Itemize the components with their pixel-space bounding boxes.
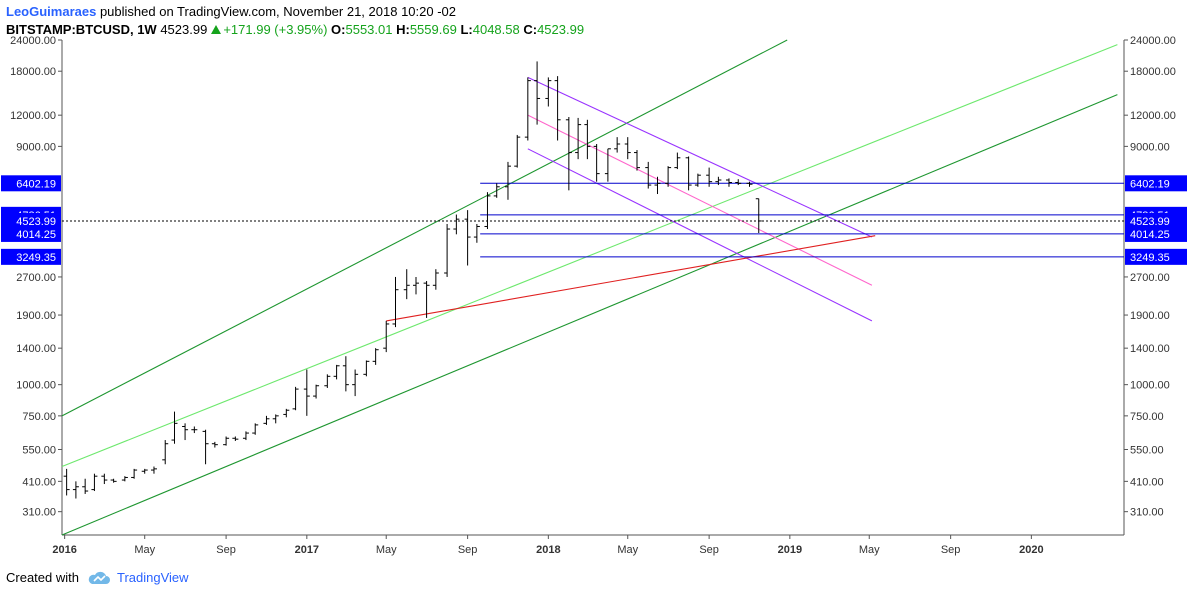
price-label-left-bg <box>1 175 61 192</box>
high-label: H: <box>396 22 410 37</box>
x-tick-label: 2018 <box>536 544 560 556</box>
x-tick-label: May <box>134 544 155 556</box>
x-tick-label: Sep <box>699 544 719 556</box>
x-tick-label: Sep <box>216 544 236 556</box>
y-tick-label-right: 1900.00 <box>1130 310 1170 322</box>
x-tick-label: 2020 <box>1019 544 1043 556</box>
symbol-name: BITSTAMP:BTCUSD, 1W <box>6 22 157 37</box>
trend-line-channel-middle <box>61 44 1118 468</box>
price-label-right-bg <box>1125 175 1187 192</box>
close-label: C: <box>523 22 538 37</box>
last-price: 4523.99 <box>160 22 208 37</box>
y-tick-label-left: 12000.00 <box>10 110 56 122</box>
close-value: 4523.99 <box>537 22 585 37</box>
x-tick-label: 2016 <box>52 544 76 556</box>
price-label-left: 3249.35 <box>16 252 56 264</box>
y-tick-label-left: 310.00 <box>22 507 56 519</box>
y-tick-label-right: 9000.00 <box>1130 141 1170 153</box>
price-label-right-bg <box>1125 225 1187 242</box>
y-tick-label-left: 750.00 <box>22 411 56 423</box>
price-label-left-bg <box>1 225 61 242</box>
y-tick-label-right: 2700.00 <box>1130 272 1170 284</box>
up-triangle-icon <box>211 25 222 34</box>
publish-line: LeoGuimaraes published on TradingView.co… <box>6 4 456 19</box>
y-tick-label-left: 550.00 <box>22 444 56 456</box>
x-tick-label: Sep <box>458 544 478 556</box>
open-value: 5553.01 <box>345 22 393 37</box>
low-label: L: <box>460 22 473 37</box>
price-label-right: 4014.25 <box>1130 229 1170 241</box>
x-tick-label: May <box>859 544 880 556</box>
y-tick-label-left: 1400.00 <box>16 343 56 355</box>
price-label-right: 6402.19 <box>1130 178 1170 190</box>
trend-line-purple-upper <box>527 76 873 238</box>
price-label-left: 4014.25 <box>16 229 56 241</box>
price-label-right-bg <box>1125 212 1187 229</box>
x-tick-label: 2019 <box>778 544 802 556</box>
x-tick-label: 2017 <box>295 544 319 556</box>
x-tick-label: Sep <box>941 544 961 556</box>
y-tick-label-right: 310.00 <box>1130 507 1164 519</box>
x-tick-label: May <box>617 544 638 556</box>
created-with-text: Created with <box>6 570 79 585</box>
y-tick-label-left: 24000.00 <box>10 35 56 47</box>
low-value: 4048.58 <box>472 22 520 37</box>
high-value: 5559.69 <box>409 22 457 37</box>
y-tick-label-left: 1000.00 <box>16 380 56 392</box>
price-label-left-bg <box>1 212 61 229</box>
price-label-left: 6402.19 <box>16 178 56 190</box>
symbol-line: BITSTAMP:BTCUSD, 1W 4523.99 +171.99 (+3.9… <box>6 22 584 37</box>
x-tick-label: May <box>376 544 397 556</box>
y-tick-label-right: 18000.00 <box>1130 66 1176 78</box>
y-tick-label-right: 750.00 <box>1130 411 1164 423</box>
y-tick-label-right: 24000.00 <box>1130 35 1176 47</box>
price-label-left: 4523.99 <box>16 216 56 228</box>
y-tick-label-left: 410.00 <box>22 476 56 488</box>
y-tick-label-left: 9000.00 <box>16 141 56 153</box>
tradingview-cloud-icon <box>88 571 110 584</box>
price-label-right: 3249.35 <box>1130 252 1170 264</box>
y-tick-label-right: 410.00 <box>1130 476 1164 488</box>
y-tick-label-right: 1400.00 <box>1130 343 1170 355</box>
footer: Created with TradingView <box>6 570 189 585</box>
y-tick-label-left: 2700.00 <box>16 272 56 284</box>
y-tick-label-right: 550.00 <box>1130 444 1164 456</box>
trend-line-red-support <box>386 235 876 322</box>
price-label-right: 4523.99 <box>1130 216 1170 228</box>
tradingview-link[interactable]: TradingView <box>116 570 189 585</box>
trend-line-channel-upper <box>61 39 788 417</box>
y-tick-label-left: 18000.00 <box>10 66 56 78</box>
y-tick-label-right: 1000.00 <box>1130 380 1170 392</box>
y-tick-label-left: 1900.00 <box>16 310 56 322</box>
price-label-right-bg <box>1125 248 1187 265</box>
published-text: published on TradingView.com, November 2… <box>99 4 456 19</box>
author-link[interactable]: LeoGuimaraes <box>6 4 97 19</box>
price-change: +171.99 (+3.95%) <box>223 22 328 37</box>
open-label: O: <box>331 22 346 37</box>
trend-line-channel-lower <box>61 94 1118 536</box>
trend-line-purple-lower <box>527 148 873 322</box>
price-label-left-bg <box>1 248 61 265</box>
y-tick-label-right: 12000.00 <box>1130 110 1176 122</box>
